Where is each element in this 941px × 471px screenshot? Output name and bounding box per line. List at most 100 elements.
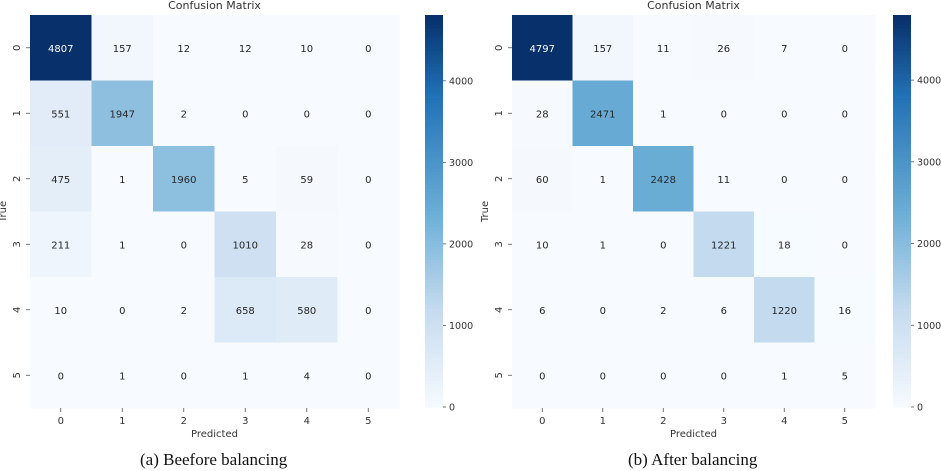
colorbar-segment (425, 240, 443, 245)
colorbar-segment (893, 273, 911, 277)
colorbar-segment (425, 103, 443, 108)
cell-value-label: 10 (300, 44, 313, 55)
colorbar-segment (425, 145, 443, 150)
colorbar-segment (425, 393, 443, 398)
colorbar-segment (425, 253, 443, 258)
colorbar-segment (893, 230, 911, 235)
colorbar-segment (893, 237, 911, 241)
colorbar-segment (893, 80, 911, 85)
colorbar-segment (893, 348, 911, 353)
colorbar-segment (893, 73, 911, 78)
colorbar-segment (893, 139, 911, 143)
colorbar-segment (893, 331, 911, 336)
colorbar-segment (893, 361, 911, 366)
colorbar-segment (893, 57, 911, 62)
cell-value-label: 0 (365, 109, 371, 120)
colorbar-segment (893, 325, 911, 330)
colorbar-segment (425, 18, 443, 23)
y-tick-label: 5 (12, 372, 23, 378)
heatmap-cell (693, 277, 755, 344)
heatmap-cell (572, 277, 634, 344)
colorbar-segment (425, 168, 443, 173)
colorbar-segment (425, 338, 443, 343)
colorbar-segment (425, 384, 443, 388)
heatmap-cell (633, 277, 695, 344)
colorbar-tick-label: 1000 (449, 321, 473, 332)
colorbar-segment (893, 106, 911, 111)
heatmap-cell (30, 146, 93, 213)
colorbar-segment (425, 276, 443, 281)
cell-value-label: 28 (536, 109, 549, 120)
heatmap-cell (633, 146, 695, 213)
cell-value-label: 0 (365, 240, 371, 251)
colorbar-segment (425, 80, 443, 85)
cell-value-label: 157 (593, 44, 612, 55)
cell-value-label: 0 (539, 371, 545, 382)
heatmap-cell (276, 211, 339, 278)
colorbar-segment (425, 351, 443, 356)
colorbar-segment (893, 116, 911, 121)
colorbar-segment (893, 122, 911, 127)
colorbar-segment (893, 246, 911, 251)
colorbar-segment (425, 129, 443, 134)
colorbar-segment (893, 315, 911, 320)
colorbar-segment (425, 44, 443, 49)
heatmap-cell (754, 342, 816, 409)
colorbar-segment (425, 197, 443, 202)
heatmap-cell (276, 15, 339, 82)
cell-value-label: 0 (721, 371, 727, 382)
cell-value-label: 0 (842, 109, 848, 120)
caption-after: (b) After balancing (628, 450, 758, 469)
colorbar-segment (893, 148, 911, 153)
colorbar-segment (893, 387, 911, 392)
heatmap-cell (91, 277, 154, 344)
colorbar-segment (893, 181, 911, 186)
colorbar-tick-label: 0 (449, 403, 455, 414)
heatmap-cell (337, 211, 400, 278)
colorbar-segment (425, 364, 443, 369)
colorbar-segment (893, 24, 911, 29)
colorbar-segment (425, 237, 443, 241)
colorbar-segment (425, 119, 443, 124)
colorbar-tick-label: 4000 (917, 76, 941, 87)
x-tick-label: 5 (842, 416, 848, 427)
heatmap-cell (572, 15, 634, 82)
y-tick-label: 1 (494, 110, 505, 116)
colorbar-segment (893, 309, 911, 313)
colorbar-segment (893, 145, 911, 150)
colorbar-segment (893, 400, 911, 405)
colorbar-segment (425, 282, 443, 287)
colorbar-segment (893, 279, 911, 284)
heatmap-cell (814, 277, 876, 344)
colorbar-segment (425, 289, 443, 294)
colorbar-segment (893, 295, 911, 300)
cell-value-label: 658 (236, 306, 255, 317)
colorbar-segment (425, 24, 443, 29)
heatmap-cell (512, 277, 574, 344)
colorbar-segment (893, 328, 911, 333)
colorbar-segment (425, 348, 443, 353)
cell-value-label: 1221 (711, 240, 736, 251)
heatmap-cell (153, 277, 216, 344)
colorbar-segment (893, 358, 911, 362)
colorbar-segment (893, 129, 911, 134)
x-axis-label: Predicted (670, 429, 717, 440)
heatmap-cell (214, 146, 277, 213)
y-tick-label: 3 (494, 241, 505, 247)
colorbar-tick-label: 3000 (449, 158, 473, 169)
colorbar-segment (425, 256, 443, 261)
colorbar-segment (893, 109, 911, 114)
cell-value-label: 1 (242, 371, 248, 382)
cell-value-label: 0 (781, 175, 787, 186)
cell-value-label: 16 (838, 306, 851, 317)
colorbar-segment (893, 96, 911, 101)
heatmap-cell (693, 15, 755, 82)
heatmap-cell (693, 80, 755, 147)
colorbar-segment (893, 292, 911, 297)
colorbar-segment (893, 155, 911, 160)
heatmap-cell (572, 146, 634, 213)
colorbar-segment (893, 77, 911, 81)
cell-value-label: 0 (365, 44, 371, 55)
colorbar-segment (893, 132, 911, 137)
